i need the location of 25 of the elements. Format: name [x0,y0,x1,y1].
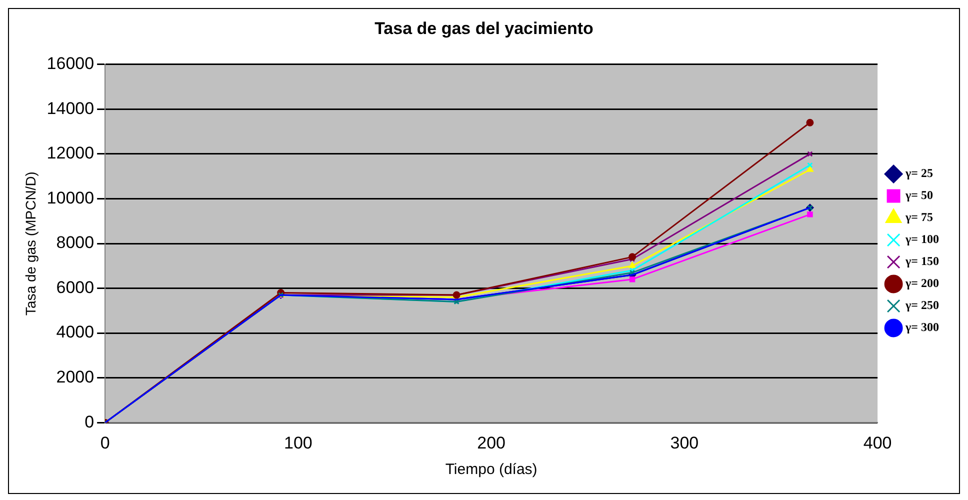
y-tick-label: 8000 [56,233,94,252]
y-tick-label: 14000 [46,98,94,118]
legend-label: γ= 150 [904,254,939,268]
y-tick-label: 6000 [56,278,94,297]
y-tick-label: 0 [84,412,94,432]
legend-label: γ= 100 [904,232,939,246]
y-tick-label: 12000 [46,144,94,163]
legend-label: γ= 250 [904,298,939,312]
y-tick-label: 10000 [46,188,94,208]
x-axis-title: Tiempo (días) [445,461,538,478]
legend-label: γ= 300 [904,320,939,334]
chart-title: Tasa de gas del yacimiento [374,18,594,38]
y-tick-label: 16000 [46,54,94,74]
x-tick-label: 0 [100,433,110,452]
legend-label: γ= 75 [904,210,933,224]
y-tick-label: 4000 [56,322,94,342]
x-tick-label: 400 [863,433,892,452]
legend-label: γ= 200 [904,276,939,290]
legend-label: γ= 50 [904,188,933,202]
x-tick-label: 100 [284,433,312,452]
x-tick-label: 200 [477,433,506,452]
y-tick-label: 2000 [56,368,94,387]
y-axis-title: Tasa de gas (MPCN/D) [22,172,38,316]
legend-label: γ= 25 [904,166,933,180]
x-tick-label: 300 [670,433,699,452]
